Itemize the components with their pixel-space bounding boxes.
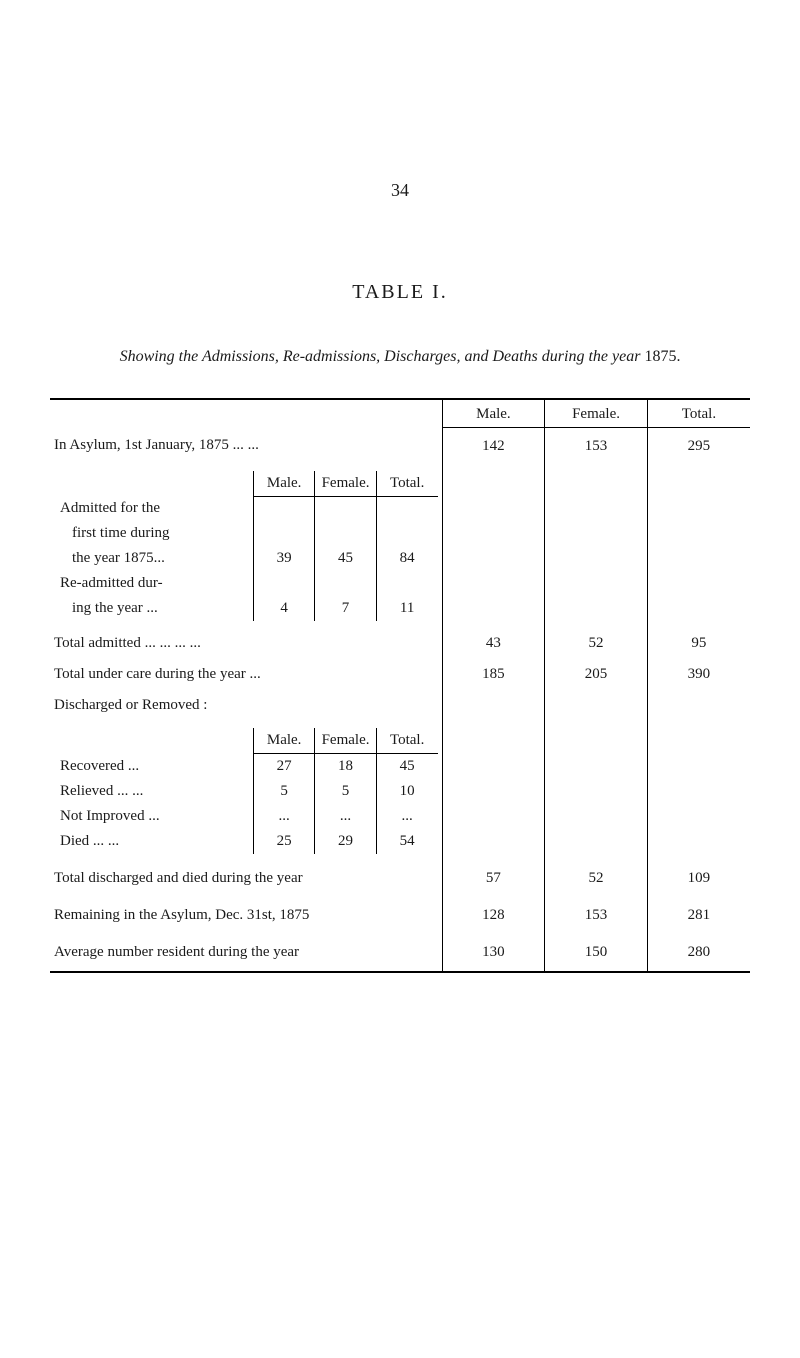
sub-header-total: Total. [376, 471, 437, 497]
total-discharged-label: Total discharged and died during the yea… [50, 860, 442, 897]
discharged-sub-table: Male. Female. Total. Recovered ... 27 18… [54, 728, 438, 854]
admitted-first-l1: Admitted for the [54, 496, 253, 521]
admitted-first-total: 84 [376, 496, 437, 571]
admitted-row2-l1: Re-admitted dur- 4 7 11 [54, 571, 438, 596]
admitted-sub-table: Male. Female. Total. Admitted for the 39… [54, 471, 438, 622]
discharged-notimproved-row: Not Improved ... ... ... ... [54, 804, 438, 829]
average-label: Average number resident during the year [50, 934, 442, 971]
discharged-recovered-row: Recovered ... 27 18 45 [54, 754, 438, 780]
row-asylum-jan: In Asylum, 1st January, 1875 ... ... 142… [50, 427, 750, 465]
discharged-relieved-row: Relieved ... ... 5 5 10 [54, 779, 438, 804]
died-total: 54 [376, 829, 437, 854]
asylum-jan-male: 142 [442, 427, 545, 465]
row-admitted-subtable: Male. Female. Total. Admitted for the 39… [50, 465, 750, 628]
asylum-jan-female: 153 [545, 427, 648, 465]
caption-italic: Showing the Admissions, Re-admissions, D… [120, 348, 641, 365]
recovered-female: 18 [315, 754, 376, 780]
row-discharged-subtable: Male. Female. Total. Recovered ... 27 18… [50, 722, 750, 860]
notimproved-male: ... [253, 804, 314, 829]
recovered-total: 45 [376, 754, 437, 780]
discharged-sub-header-empty [54, 728, 253, 754]
remaining-label: Remaining in the Asylum, Dec. 31st, 1875 [50, 897, 442, 934]
readmitted-total: 11 [376, 571, 437, 621]
header-total: Total. [647, 400, 750, 428]
recovered-male: 27 [253, 754, 314, 780]
recovered-label: Recovered ... [54, 754, 253, 780]
header-female: Female. [545, 400, 648, 428]
average-male: 130 [442, 934, 545, 971]
relieved-total: 10 [376, 779, 437, 804]
average-total: 280 [647, 934, 750, 971]
sub-header-male: Male. [253, 471, 314, 497]
row-total-under-care: Total under care during the year ... 185… [50, 660, 750, 689]
total-discharged-total: 109 [647, 860, 750, 897]
total-admitted-label: Total admitted ... ... ... ... [50, 627, 442, 660]
discharged-sub-header-male: Male. [253, 728, 314, 754]
relieved-male: 5 [253, 779, 314, 804]
asylum-jan-total: 295 [647, 427, 750, 465]
sub-header-female: Female. [315, 471, 376, 497]
total-admitted-female: 52 [545, 627, 648, 660]
page-number: 34 [50, 180, 750, 201]
row-total-discharged: Total discharged and died during the yea… [50, 860, 750, 897]
main-table: Male. Female. Total. In Asylum, 1st Janu… [50, 400, 750, 972]
remaining-male: 128 [442, 897, 545, 934]
discharged-sub-header-female: Female. [315, 728, 376, 754]
header-male: Male. [442, 400, 545, 428]
discharged-heading: Discharged or Removed : [50, 689, 442, 722]
admitted-first-l2: first time during [54, 521, 253, 546]
row-remaining: Remaining in the Asylum, Dec. 31st, 1875… [50, 897, 750, 934]
total-discharged-female: 52 [545, 860, 648, 897]
total-under-care-male: 185 [442, 660, 545, 689]
total-under-care-label: Total under care during the year ... [50, 660, 442, 689]
remaining-female: 153 [545, 897, 648, 934]
row-total-admitted: Total admitted ... ... ... ... 43 52 95 [50, 627, 750, 660]
notimproved-female: ... [315, 804, 376, 829]
total-admitted-male: 43 [442, 627, 545, 660]
caption-year: 1875. [644, 348, 680, 365]
admitted-first-male: 39 [253, 496, 314, 571]
notimproved-total: ... [376, 804, 437, 829]
discharged-sub-header-total: Total. [376, 728, 437, 754]
died-female: 29 [315, 829, 376, 854]
header-row: Male. Female. Total. [50, 400, 750, 428]
readmitted-male: 4 [253, 571, 314, 621]
rule-bottom [50, 971, 750, 973]
readmitted-l1: Re-admitted dur- [54, 571, 253, 596]
asylum-jan-label: In Asylum, 1st January, 1875 ... ... [50, 427, 442, 465]
readmitted-female: 7 [315, 571, 376, 621]
total-under-care-female: 205 [545, 660, 648, 689]
died-male: 25 [253, 829, 314, 854]
total-under-care-total: 390 [647, 660, 750, 689]
relieved-label: Relieved ... ... [54, 779, 253, 804]
table-caption: Showing the Admissions, Re-admissions, D… [50, 344, 750, 370]
relieved-female: 5 [315, 779, 376, 804]
discharged-sub-header-row: Male. Female. Total. [54, 728, 438, 754]
sub-header-row: Male. Female. Total. [54, 471, 438, 497]
row-average: Average number resident during the year … [50, 934, 750, 971]
admitted-row1-l1: Admitted for the 39 45 84 [54, 496, 438, 521]
admitted-first-female: 45 [315, 496, 376, 571]
notimproved-label: Not Improved ... [54, 804, 253, 829]
total-admitted-total: 95 [647, 627, 750, 660]
sub-header-empty [54, 471, 253, 497]
died-label: Died ... ... [54, 829, 253, 854]
header-empty [50, 400, 442, 428]
total-discharged-male: 57 [442, 860, 545, 897]
table-heading: TABLE I. [50, 281, 750, 304]
discharged-died-row: Died ... ... 25 29 54 [54, 829, 438, 854]
average-female: 150 [545, 934, 648, 971]
remaining-total: 281 [647, 897, 750, 934]
readmitted-l2: ing the year ... [54, 596, 253, 621]
admitted-first-l3: the year 1875... [54, 546, 253, 571]
row-discharged-heading: Discharged or Removed : [50, 689, 750, 722]
